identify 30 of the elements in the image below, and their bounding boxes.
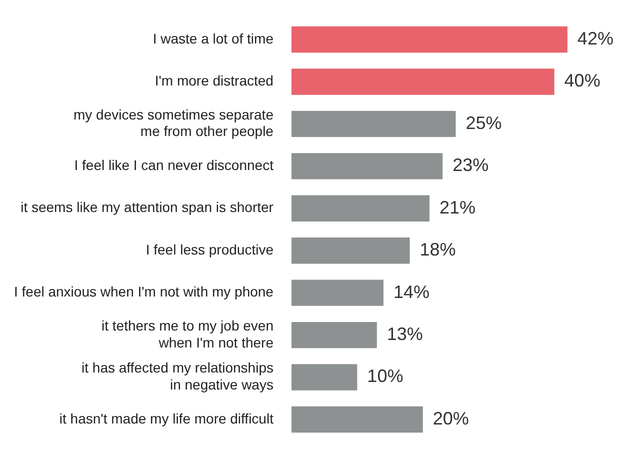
y-tick-label: it hasn't made my life more difficult: [59, 410, 274, 426]
bar: [291, 364, 358, 390]
bar: [291, 110, 456, 138]
data-label: 13%: [386, 324, 423, 344]
bar: [291, 26, 568, 53]
data-label: 42%: [577, 28, 614, 48]
y-tick-label: my devices sometimes separate me from other people: [74, 106, 274, 140]
y-tick-label: it seems like my attention span is shorter: [20, 199, 274, 216]
y-tick-label: it has affected my relationships in negative ways: [82, 360, 274, 393]
data-label: 14%: [393, 282, 430, 302]
data-label: 21%: [439, 197, 476, 218]
data-label: 18%: [420, 240, 456, 260]
data-label: 25%: [466, 112, 502, 133]
y-tick-label: I waste a lot of time: [152, 30, 274, 46]
y-tick-label: it tethers me to my job even when I'm not there: [102, 318, 274, 350]
y-tick-label: I'm more distracted: [154, 72, 274, 89]
y-tick-label: I feel less productive: [146, 241, 274, 258]
bar: [291, 238, 410, 264]
bar: [291, 153, 443, 180]
bar: [291, 195, 430, 222]
data-label: 20%: [432, 408, 469, 428]
data-label: 40%: [564, 70, 600, 91]
y-tick-label: I feel anxious when I'm not with my phone: [14, 284, 274, 300]
bar: [291, 280, 384, 306]
y-tick-label: I feel like I can never disconnect: [74, 157, 274, 174]
bar: [291, 406, 423, 433]
data-label: 10%: [367, 366, 404, 386]
bar: [291, 322, 377, 348]
data-label: 23%: [452, 155, 489, 176]
bar: [291, 68, 554, 95]
